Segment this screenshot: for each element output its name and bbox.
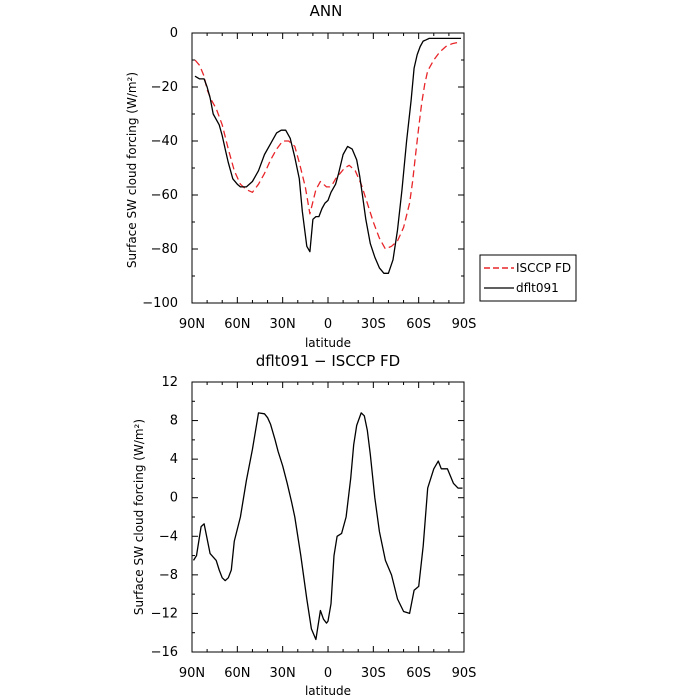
bottom-x-axis-label: latitude [305, 684, 351, 698]
legend-box [479, 254, 577, 302]
bottom-x-tick-label: 90N [179, 666, 205, 681]
top-series-line-1 [194, 37, 461, 274]
top-y-tick-label: −20 [151, 80, 178, 95]
bottom-axis-ticks: 90N 60N 30N 0 30S 60S 90S 12 8 4 0 −4 −8 −12 −16 [151, 375, 477, 681]
top-y-tick-label: −100 [142, 296, 178, 311]
bottom-plot-frame [191, 381, 465, 653]
top-y-axis-label: Surface SW cloud forcing (W/m²) [125, 72, 139, 268]
bottom-y-tick-label: 12 [161, 375, 178, 390]
bottom-chart-title: dflt091 − ISCCP FD [256, 352, 400, 370]
bottom-y-tick-label: 8 [170, 414, 178, 429]
top-chart-title: ANN [310, 2, 343, 20]
bottom-data-lines [192, 412, 463, 641]
bottom-y-tick-label: −4 [159, 529, 178, 544]
bottom-x-tick-label: 60N [224, 666, 250, 681]
top-x-axis-label: latitude [305, 336, 351, 350]
bottom-x-tick-label: 0 [324, 666, 332, 681]
bottom-y-tick-label: −12 [151, 606, 178, 621]
bottom-y-axis-label: Surface SW cloud forcing (W/m²) [132, 419, 146, 615]
top-x-tick-label: 0 [324, 317, 332, 332]
top-plot-frame [191, 32, 465, 304]
bottom-x-tick-label: 30S [361, 666, 386, 681]
bottom-y-tick-label: 0 [170, 491, 178, 506]
legend-label-isccp: ISCCP FD [516, 261, 571, 275]
bottom-x-tick-label: 90S [452, 666, 477, 681]
bottom-y-tick-label: −16 [151, 645, 178, 660]
legend: ISCCP FD dflt091 [479, 254, 577, 302]
bottom-y-tick-label: 4 [170, 452, 178, 467]
top-x-tick-label: 30S [361, 317, 386, 332]
top-x-tick-label: 30N [270, 317, 296, 332]
legend-label-dflt091: dflt091 [516, 281, 559, 295]
top-axis-ticks: 90N 60N 30N 0 30S 60S 90S 0 −20 −40 −60 −80 −100 [142, 26, 476, 332]
top-x-tick-label: 60N [224, 317, 250, 332]
top-y-tick-label: 0 [170, 26, 178, 41]
bottom-y-tick-label: −8 [159, 568, 178, 583]
bottom-series-line-0 [192, 412, 463, 641]
bottom-chart: dflt091 − ISCCP FD 90N 60N 30N 0 30S 60S 90S 12… [132, 352, 476, 698]
bottom-x-tick-label: 60S [406, 666, 431, 681]
top-series-line-0 [194, 41, 461, 250]
bottom-x-tick-label: 30N [270, 666, 296, 681]
top-x-tick-label: 90N [179, 317, 205, 332]
top-x-tick-label: 60S [406, 317, 431, 332]
top-y-tick-label: −80 [151, 242, 178, 257]
top-y-tick-label: −40 [151, 134, 178, 149]
top-data-lines [194, 37, 461, 274]
top-chart: ANN 90N 60N 30N 0 30S 60S 90S 0 −20 −40 −60 −80 −100… [125, 2, 577, 350]
top-y-tick-label: −60 [151, 188, 178, 203]
top-x-tick-label: 90S [452, 317, 477, 332]
